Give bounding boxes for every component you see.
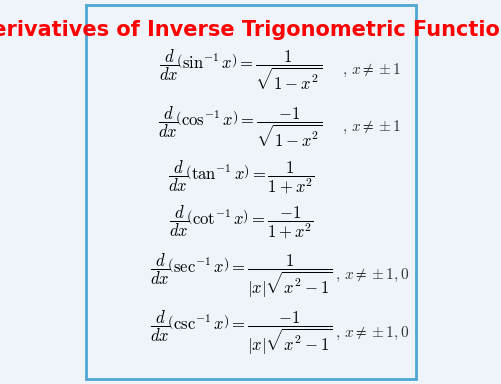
- Text: $\dfrac{d}{dx}\!\left(\tan^{-1} x\right) = \dfrac{1}{1+x^2}$: $\dfrac{d}{dx}\!\left(\tan^{-1} x\right)…: [167, 158, 314, 195]
- FancyBboxPatch shape: [86, 5, 415, 379]
- Text: $,\, x \neq \pm 1$: $,\, x \neq \pm 1$: [342, 61, 401, 79]
- Text: $\dfrac{d}{dx}\!\left(\cos^{-1} x\right) = \dfrac{-1}{\sqrt{1-x^2}}$: $\dfrac{d}{dx}\!\left(\cos^{-1} x\right)…: [158, 105, 323, 149]
- Text: $,\, x \neq \pm 1, 0$: $,\, x \neq \pm 1, 0$: [334, 267, 408, 285]
- Text: Derivatives of Inverse Trigonometric Functions: Derivatives of Inverse Trigonometric Fun…: [0, 20, 501, 40]
- Text: $,\, x \neq \pm 1, 0$: $,\, x \neq \pm 1, 0$: [334, 324, 408, 342]
- Text: $\dfrac{d}{dx}\!\left(\csc^{-1} x\right) = \dfrac{-1}{|x|\sqrt{x^2-1}}$: $\dfrac{d}{dx}\!\left(\csc^{-1} x\right)…: [149, 309, 332, 357]
- Text: $,\, x \neq \pm 1$: $,\, x \neq \pm 1$: [342, 119, 401, 136]
- Text: $\dfrac{d}{dx}\!\left(\sin^{-1} x\right) = \dfrac{1}{\sqrt{1-x^2}}$: $\dfrac{d}{dx}\!\left(\sin^{-1} x\right)…: [159, 48, 322, 92]
- Text: $\dfrac{d}{dx}\!\left(\cot^{-1} x\right) = \dfrac{-1}{1+x^2}$: $\dfrac{d}{dx}\!\left(\cot^{-1} x\right)…: [168, 204, 313, 242]
- Text: $\dfrac{d}{dx}\!\left(\sec^{-1} x\right) = \dfrac{1}{|x|\sqrt{x^2-1}}$: $\dfrac{d}{dx}\!\left(\sec^{-1} x\right)…: [149, 252, 332, 300]
